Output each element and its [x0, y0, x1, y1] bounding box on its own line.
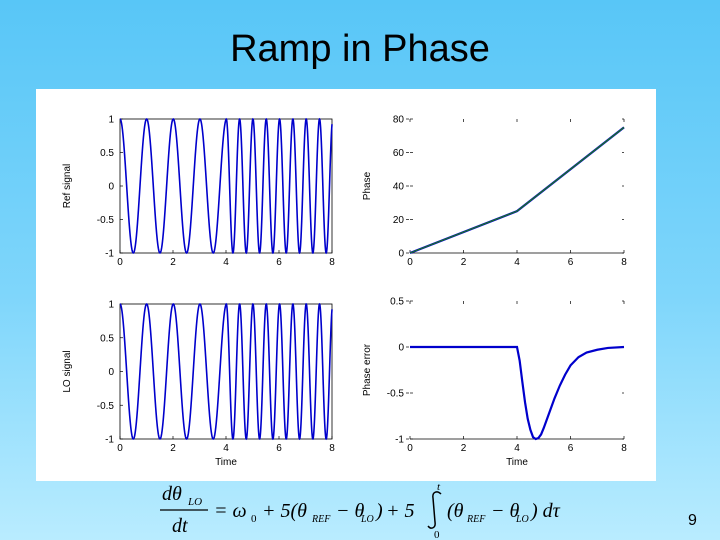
- x-tick-label: 2: [170, 443, 176, 454]
- x-tick-label: 4: [514, 443, 520, 454]
- equation: dθ LO dt = ω 0 + 5(θ REF − θ LO ) + 5 t …: [160, 481, 561, 540]
- y-axis-label: Ref signal: [62, 164, 73, 208]
- series-line-1: [409, 126, 625, 255]
- y-tick-label: 0: [398, 343, 404, 354]
- eq-int-ref-sub: REF: [466, 514, 486, 525]
- y-tick-label: 0: [108, 367, 114, 378]
- x-tick-label: 8: [621, 257, 627, 268]
- eq-int-upper: t: [437, 481, 441, 493]
- x-tick-label: 6: [568, 443, 574, 454]
- series-line-1: [119, 117, 333, 255]
- integral-sign: [427, 491, 442, 529]
- eq-lo-sub: LO: [360, 514, 374, 525]
- eq-integrand-close: ) dτ: [530, 500, 561, 522]
- y-tick-label: 1: [108, 300, 114, 311]
- x-tick-label: 0: [117, 257, 123, 268]
- x-axis-label: Time: [215, 457, 237, 468]
- y-tick-label: 40: [393, 182, 405, 193]
- eq-ref-sub: REF: [311, 514, 331, 525]
- y-tick-label: 0: [108, 182, 114, 193]
- x-tick-label: 2: [461, 257, 467, 268]
- y-tick-label: 1: [108, 115, 114, 126]
- eq-integrand-minus: − θ: [491, 500, 519, 522]
- x-tick-label: 4: [514, 257, 520, 268]
- y-tick-label: 20: [393, 215, 405, 226]
- subplot-top-left: 0 2 4 6 8 -1 -0.5 0 0.5 1 Ref signal: [62, 115, 335, 269]
- x-tick-label: 6: [276, 443, 282, 454]
- eq-lhs-den: dt: [172, 515, 188, 537]
- y-axis-label: Phase error: [362, 343, 373, 396]
- y-tick-label: 0: [398, 249, 404, 260]
- x-tick-label: 0: [407, 257, 413, 268]
- series-line-2: [409, 126, 625, 254]
- y-tick-label: 0.5: [390, 297, 404, 308]
- x-tick-label: 4: [223, 443, 229, 454]
- x-tick-label: 6: [568, 257, 574, 268]
- x-tick-label: 6: [276, 257, 282, 268]
- y-axis-label: LO signal: [62, 350, 73, 392]
- x-axis-label: Time: [506, 457, 528, 468]
- y-tick-label: -1: [105, 249, 114, 260]
- eq-int-lower: 0: [434, 529, 440, 540]
- eq-rhs-start: = ω: [214, 500, 247, 522]
- eq-term1-close: ): [375, 500, 383, 522]
- page-number: 9: [688, 512, 697, 529]
- series-line-1: [119, 302, 333, 441]
- eq-term2: + 5: [386, 500, 415, 522]
- eq-lhs-num-sub: LO: [187, 496, 202, 508]
- eq-minus: − θ: [336, 500, 364, 522]
- y-tick-label: 80: [393, 115, 405, 126]
- slide-title: Ramp in Phase: [230, 28, 490, 70]
- figure-panel: 0 2 4 6 8 -1 -0.5 0 0.5 1 Ref signal 0 2 4 6 8 0 20 40 60 80…: [36, 89, 656, 481]
- eq-term1: + 5(θ: [262, 500, 307, 522]
- x-tick-label: 2: [170, 257, 176, 268]
- y-tick-label: 0.5: [100, 148, 114, 159]
- y-tick-label: -0.5: [97, 215, 115, 226]
- y-axis-label: Phase: [362, 171, 373, 200]
- x-tick-label: 2: [461, 443, 467, 454]
- y-tick-label: -1: [105, 435, 114, 446]
- eq-integrand-open: (θ: [447, 500, 464, 522]
- x-tick-label: 4: [223, 257, 229, 268]
- x-tick-label: 8: [621, 443, 627, 454]
- y-tick-label: -0.5: [97, 401, 115, 412]
- y-tick-label: -1: [395, 435, 404, 446]
- subplot-bottom-left: 0 2 4 6 8 -1 -0.5 0 0.5 1 LO signal Time: [62, 300, 335, 469]
- eq-omega-sub: 0: [251, 513, 257, 525]
- x-tick-label: 8: [329, 443, 335, 454]
- eq-lhs-num: dθ: [162, 483, 182, 505]
- y-tick-label: -0.5: [387, 389, 405, 400]
- plot-frame: [119, 303, 333, 440]
- x-tick-label: 0: [117, 443, 123, 454]
- eq-int-lo-sub: LO: [515, 514, 529, 525]
- x-tick-label: 0: [407, 443, 413, 454]
- series-line-1: [410, 345, 625, 441]
- y-tick-label: 0.5: [100, 333, 114, 344]
- x-tick-label: 8: [329, 257, 335, 268]
- subplot-bottom-right: 0 2 4 6 8 -1 -0.5 0 0.5 Phase error Time: [362, 297, 627, 469]
- y-tick-label: 60: [393, 148, 405, 159]
- plot-frame: [119, 118, 333, 254]
